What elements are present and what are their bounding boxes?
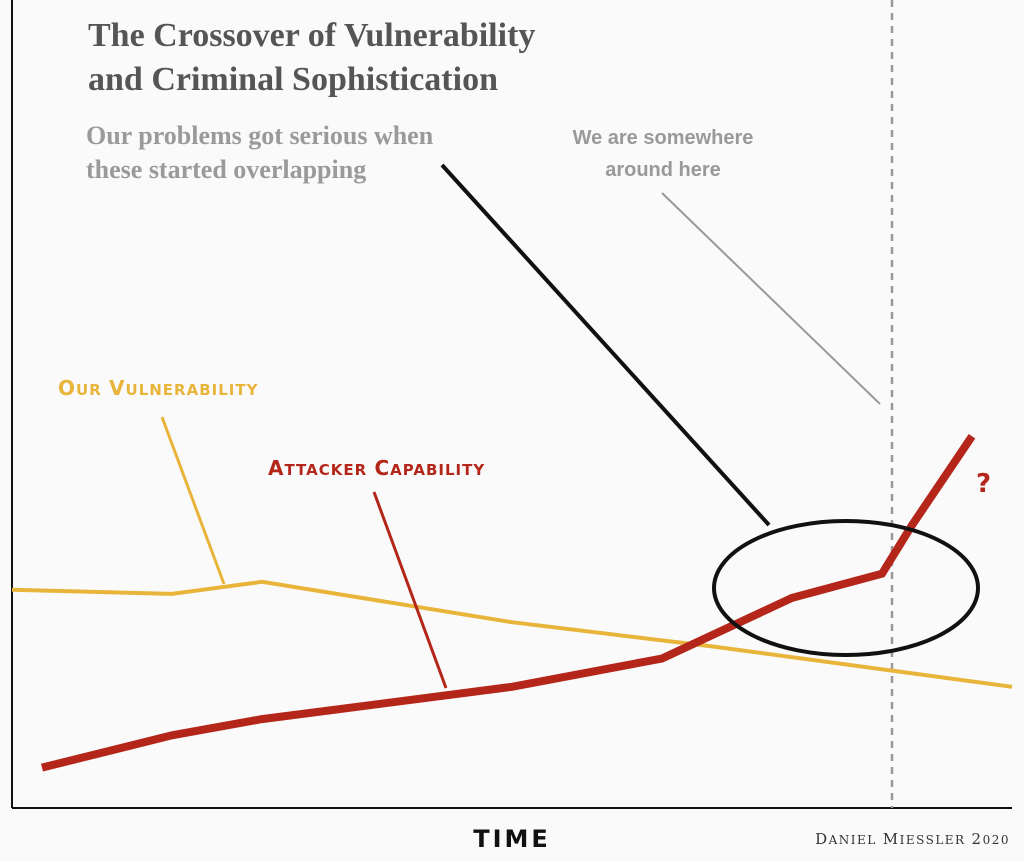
marker-leader-line [661, 192, 881, 405]
marker-note-line-1: We are somewhere [573, 127, 754, 149]
question-mark-annotation: ? [976, 469, 991, 499]
attacker-leader-line [372, 491, 448, 689]
subtitle-line-2: these started overlapping [86, 155, 366, 184]
series-line-attacker-capability [41, 434, 976, 772]
overlap-ellipse [712, 519, 980, 657]
subtitle-line-1: Our problems got serious when [86, 121, 434, 150]
x-axis-label: TIME [473, 825, 551, 853]
attacker-series-label: ATTACKER CAPABILITY [268, 456, 485, 480]
series-line-our-vulnerability [11, 579, 1013, 689]
chart-title-line-1: The Crossover of Vulnerability [88, 17, 535, 54]
author-credit: DANIEL MIESSLER 2020 [815, 830, 1010, 848]
vulnerability-leader-line [160, 416, 226, 585]
chart-title-line-2: and Criminal Sophistication [88, 61, 498, 98]
vulnerability-series-label: OUR VULNERABILITY [58, 376, 259, 400]
marker-note-line-2: around here [605, 159, 721, 181]
subtitle-leader-line [440, 163, 771, 527]
